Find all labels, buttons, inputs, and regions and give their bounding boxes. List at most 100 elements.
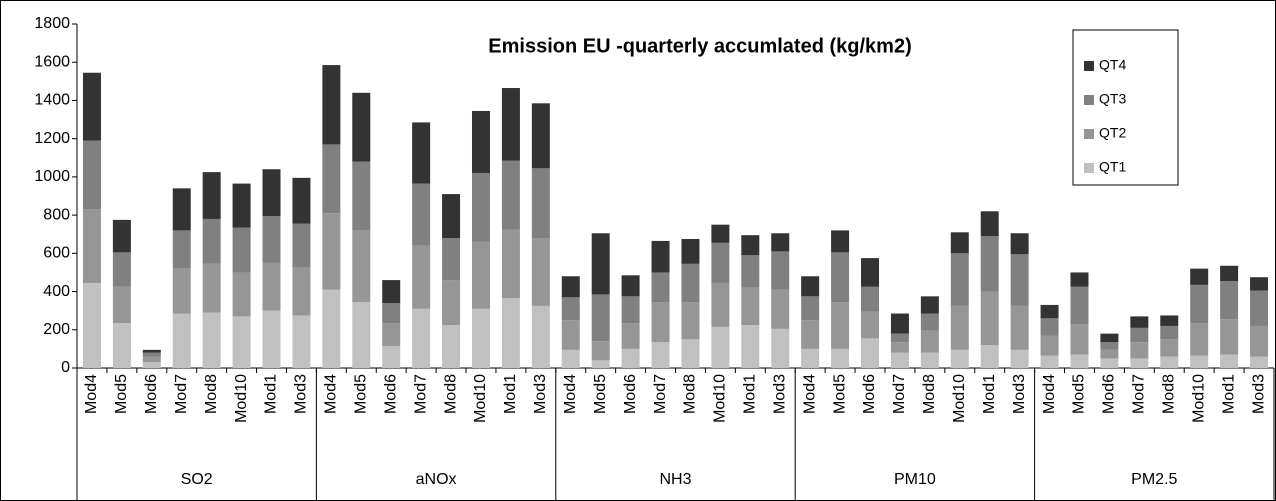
bar-segment <box>890 342 909 353</box>
bar-segment <box>831 230 850 253</box>
bar-segment <box>442 280 461 325</box>
x-tick-label: Mod1 <box>1220 374 1237 414</box>
bar-segment <box>621 348 640 368</box>
bar-segment <box>621 275 640 297</box>
bar-segment <box>801 276 820 297</box>
bar-segment <box>1040 335 1059 356</box>
y-tick-label: 400 <box>43 283 70 300</box>
bar-segment <box>112 252 131 287</box>
bar-segment <box>112 323 131 368</box>
x-tick-label: Mod1 <box>263 374 280 414</box>
bar-segment <box>501 160 520 230</box>
bar-segment <box>1070 272 1089 287</box>
bar-segment <box>442 194 461 239</box>
x-tick-label: Mod3 <box>1011 374 1028 414</box>
bar-segment <box>1130 316 1149 328</box>
x-tick-label: Mod8 <box>682 374 699 414</box>
x-tick-label: Mod5 <box>113 374 130 414</box>
bar-segment <box>142 362 161 368</box>
bar-segment <box>561 349 580 368</box>
bar-segment <box>1190 323 1209 356</box>
bar-segment <box>442 325 461 368</box>
bar-segment <box>771 328 790 368</box>
bar-segment <box>980 236 999 292</box>
bar-segment <box>412 245 431 309</box>
bar-segment <box>681 263 700 303</box>
bar-segment <box>920 313 939 331</box>
x-tick-label: Mod5 <box>353 374 370 414</box>
bar-segment <box>681 339 700 368</box>
group-label: aNOx <box>416 471 457 488</box>
bar-segment <box>591 233 610 295</box>
y-tick-label: 600 <box>43 245 70 262</box>
bar-segment <box>352 230 371 303</box>
bar-segment <box>1100 342 1119 350</box>
x-tick-label: Mod1 <box>981 374 998 414</box>
bar-segment <box>801 296 820 321</box>
bar-segment <box>1100 349 1119 359</box>
bar-segment <box>621 323 640 349</box>
x-tick-label: Mod8 <box>1160 374 1177 414</box>
bar-segment <box>142 352 161 357</box>
bar-segment <box>1190 284 1209 324</box>
bar-segment <box>1040 304 1059 319</box>
bar-segment <box>771 289 790 329</box>
bar-segment <box>741 287 760 325</box>
legend-swatch <box>1084 61 1094 71</box>
bar-segment <box>262 216 281 263</box>
bar-segment <box>1250 356 1269 368</box>
x-tick-label: Mod7 <box>1131 374 1148 414</box>
bar-segment <box>292 177 311 224</box>
bar-segment <box>711 282 730 327</box>
y-tick-label: 800 <box>43 206 70 223</box>
legend-label: QT3 <box>1099 91 1126 107</box>
bar-segment <box>651 272 670 303</box>
bar-segment <box>950 253 969 306</box>
legend-box <box>1072 29 1179 186</box>
bar-segment <box>1190 355 1209 368</box>
bar-segment <box>352 161 371 231</box>
bar-segment <box>1250 277 1269 291</box>
bar-segment <box>771 233 790 252</box>
chart-title: Emission EU -quarterly accumlated (kg/km… <box>488 35 911 57</box>
x-tick-label: Mod6 <box>1101 374 1118 414</box>
bar-segment <box>1220 265 1239 282</box>
bar-segment <box>232 316 251 368</box>
bar-segment <box>172 268 191 314</box>
bar-segment <box>1220 281 1239 320</box>
bar-segment <box>561 276 580 298</box>
x-tick-label: Mod10 <box>712 374 729 423</box>
bar-segment <box>831 302 850 349</box>
bar-segment <box>920 296 939 314</box>
bar-segment <box>980 291 999 346</box>
bar-segment <box>950 305 969 350</box>
bar-segment <box>501 88 520 161</box>
group-label: PM10 <box>894 471 936 488</box>
bar-segment <box>531 168 550 239</box>
bar-segment <box>711 326 730 368</box>
bar-segment <box>591 341 610 361</box>
bar-segment <box>1010 349 1029 368</box>
bar-segment <box>202 218 221 264</box>
group-label: NH3 <box>659 471 691 488</box>
bar-segment <box>82 209 101 283</box>
bar-segment <box>741 235 760 256</box>
bar-segment <box>531 238 550 306</box>
legend-label: QT4 <box>1099 57 1126 73</box>
bar-segment <box>711 224 730 243</box>
legend-label: QT2 <box>1099 125 1126 141</box>
bar-segment <box>1130 358 1149 368</box>
bar-segment <box>1010 305 1029 350</box>
bar-segment <box>1010 233 1029 255</box>
bar-segment <box>1100 358 1119 368</box>
x-tick-label: Mod5 <box>831 374 848 414</box>
bar-segment <box>1070 354 1089 368</box>
bar-segment <box>232 227 251 273</box>
bar-segment <box>1160 339 1179 357</box>
bar-segment <box>292 315 311 368</box>
bar-segment <box>82 282 101 368</box>
x-tick-label: Mod7 <box>652 374 669 414</box>
bar-segment <box>801 348 820 368</box>
x-tick-label: Mod6 <box>143 374 160 414</box>
bar-segment <box>1160 315 1179 326</box>
